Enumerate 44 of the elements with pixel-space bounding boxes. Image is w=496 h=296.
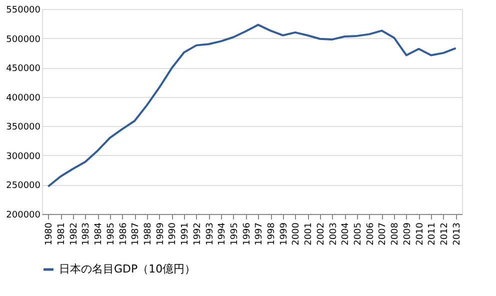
x-tick-label: 1990 [168,222,178,246]
y-tick-label: 250000 [6,181,41,192]
x-tick-label: 2006 [366,222,376,246]
x-tick-label: 1980 [44,222,55,246]
x-tick-label: 1994 [218,222,228,246]
y-tick-label: 200000 [6,210,41,220]
x-tick-label: 2012 [440,222,450,246]
x-tick-label: 1991 [180,222,191,246]
x-tick-label: 1993 [205,222,216,246]
x-tick-label: 1988 [144,222,154,246]
x-tick-label: 1985 [106,222,116,246]
x-tick-label: 2002 [316,222,326,246]
x-tick-label: 1982 [69,222,80,246]
y-tick-label: 350000 [6,122,41,133]
x-tick-label: 1989 [156,222,166,246]
y-tick-label: 500000 [6,34,41,45]
x-tick-label: 1986 [118,222,129,246]
x-tick-label: 2013 [452,222,462,246]
x-tick-label: 1999 [279,222,290,246]
legend-label: 日本の名目GDP（10億円） [59,262,196,276]
x-tick-label: 1984 [94,222,104,246]
x-tick-label: 2008 [390,222,401,246]
x-tick-label: 1998 [267,222,278,246]
line-series [47,24,457,188]
x-tick-label: 1983 [82,222,92,246]
y-tick-label: 450000 [6,64,41,74]
x-tick-label: 2009 [402,222,413,246]
x-tick-label: 1995 [230,222,240,246]
y-tick-label: 550000 [6,6,41,16]
x-tick-label: 2005 [354,222,364,246]
x-tick-label: 2000 [292,222,302,246]
y-tick-label: 400000 [6,93,41,104]
x-tick-label: 2007 [378,222,388,246]
x-tick-label: 1992 [192,222,203,246]
x-tick-label: 1997 [254,222,265,246]
x-tick-label: 1996 [242,222,252,246]
x-tick-label: 2011 [428,222,438,246]
x-tick-label: 1987 [131,222,142,246]
y-tick-label: 300000 [6,152,41,162]
x-tick-label: 2010 [415,222,426,246]
x-tick-label: 1981 [57,222,68,246]
x-tick-label: 2004 [341,222,352,246]
x-tick-label: 2003 [328,222,339,246]
x-tick-label: 2001 [304,222,314,246]
